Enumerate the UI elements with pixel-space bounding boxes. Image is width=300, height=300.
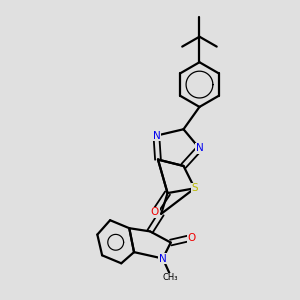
Text: CH₃: CH₃ bbox=[163, 273, 178, 282]
Text: N: N bbox=[152, 130, 160, 141]
Text: S: S bbox=[191, 183, 198, 193]
Text: O: O bbox=[188, 233, 196, 243]
Text: N: N bbox=[196, 143, 203, 153]
Text: N: N bbox=[159, 254, 166, 263]
Text: O: O bbox=[151, 207, 159, 217]
